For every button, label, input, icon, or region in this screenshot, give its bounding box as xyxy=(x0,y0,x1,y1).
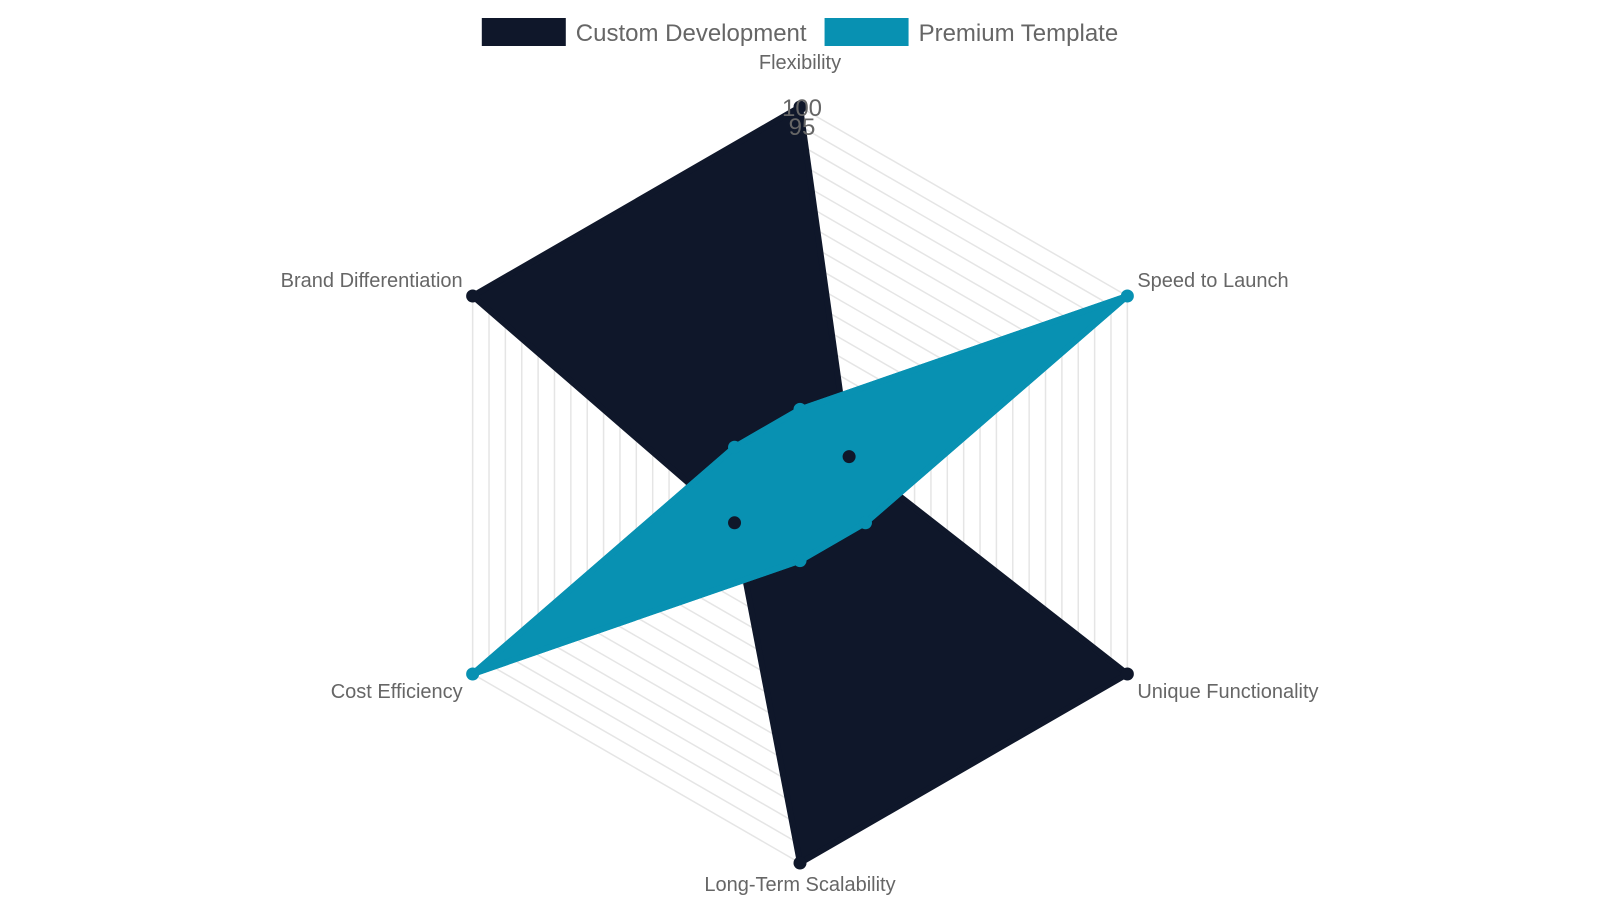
axis-label-cost-efficiency: Cost Efficiency xyxy=(331,681,463,703)
legend-item-premium-template[interactable]: Premium Template xyxy=(824,18,1119,47)
data-point-custom-development-2[interactable] xyxy=(1120,667,1134,681)
points-layer xyxy=(466,100,1134,870)
data-point-premium-template-4[interactable] xyxy=(466,667,480,681)
legend-swatch xyxy=(481,18,566,46)
data-point-custom-development-0[interactable] xyxy=(793,100,807,114)
data-point-premium-template-3[interactable] xyxy=(793,554,807,568)
axis-label-brand-differentiation: Brand Differentiation xyxy=(281,270,463,292)
data-point-custom-development-3[interactable] xyxy=(793,856,807,870)
data-point-premium-template-5[interactable] xyxy=(728,440,742,454)
data-point-premium-template-0[interactable] xyxy=(793,402,807,416)
axis-label-unique-functionality: Unique Functionality xyxy=(1137,681,1318,703)
data-point-custom-development-5[interactable] xyxy=(466,289,480,303)
legend-swatch xyxy=(824,18,909,46)
axis-label-speed-to-launch: Speed to Launch xyxy=(1137,270,1288,292)
data-point-custom-development-4[interactable] xyxy=(728,516,742,530)
data-point-premium-template-2[interactable] xyxy=(858,516,872,530)
tick-label-95: 95 xyxy=(789,114,816,141)
legend: Custom Development Premium Template xyxy=(481,18,1119,47)
legend-label: Custom Development xyxy=(576,20,807,47)
axis-label-long-term-scalability: Long-Term Scalability xyxy=(704,874,895,896)
legend-item-custom-development[interactable]: Custom Development xyxy=(481,18,807,47)
axis-labels: Flexibility Speed to Launch Unique Functio… xyxy=(281,52,1319,896)
tick-label-100: 100 xyxy=(782,95,822,122)
data-point-custom-development-1[interactable] xyxy=(842,450,856,464)
axis-label-flexibility: Flexibility xyxy=(759,52,841,74)
legend-label: Premium Template xyxy=(919,20,1119,47)
data-point-premium-template-1[interactable] xyxy=(1120,289,1134,303)
